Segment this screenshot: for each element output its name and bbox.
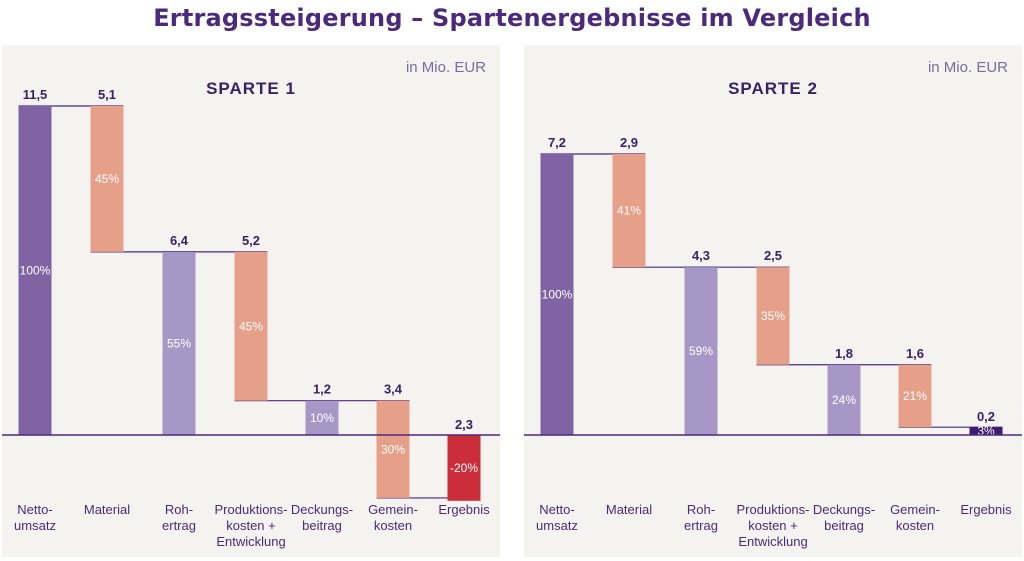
- category-label: Gemein- kosten: [368, 502, 418, 533]
- bar: [305, 400, 339, 435]
- percent-label: 35%: [761, 309, 785, 323]
- value-label: 2,9: [620, 135, 638, 150]
- percent-label: 41%: [617, 204, 641, 218]
- chart-panel-sparte-1: in Mio. EUR SPARTE 1 100% 11,5 45% 5,1 55% 6,…: [2, 45, 500, 557]
- percent-label: 100%: [20, 264, 51, 278]
- percent-label: 55%: [167, 336, 191, 350]
- bar: [684, 267, 718, 435]
- category-label: Ergebnis: [438, 502, 490, 517]
- category-label: Gemein- kosten: [890, 502, 940, 533]
- percent-label: 59%: [689, 344, 713, 358]
- bar: [376, 400, 410, 498]
- percent-label: 21%: [903, 389, 927, 403]
- bar: [162, 251, 196, 435]
- chart-title: SPARTE 2: [728, 79, 818, 98]
- category-label: Ergebnis: [960, 502, 1012, 517]
- category-label: Deckungs- beitrag: [812, 502, 876, 533]
- bar: [898, 364, 932, 428]
- value-label: 1,6: [906, 346, 924, 361]
- percent-label: 24%: [832, 393, 856, 407]
- waterfall-chart: 100% 7,2 41% 2,9 59% 4,3 35% 2,5 24% 1,8 21% 1,6 3%0…: [524, 135, 1022, 438]
- bar: [90, 106, 124, 252]
- category-label: Roh- ertrag: [684, 502, 718, 533]
- value-label: 3,4: [384, 382, 403, 397]
- unit-label: in Mio. EUR: [927, 59, 1008, 76]
- category-label: Produktions- kosten + Entwicklung: [214, 502, 288, 549]
- category-label: Produktions- kosten + Entwicklung: [736, 502, 810, 549]
- bar: [18, 106, 52, 435]
- bar: [540, 154, 574, 435]
- waterfall-chart: 100% 11,5 45% 5,1 55% 6,4 45% 5,2 10% 1,2 30% 3,4 -2…: [2, 87, 500, 501]
- value-label: 6,4: [170, 233, 189, 248]
- percent-label: 3%: [977, 424, 995, 438]
- value-label: 2,3: [455, 417, 473, 432]
- percent-label: 100%: [542, 288, 573, 302]
- value-label: 1,8: [835, 346, 853, 361]
- unit-label: in Mio. EUR: [405, 59, 486, 76]
- category-label: Deckungs- beitrag: [290, 502, 354, 533]
- page-title: Ertragssteigerung – Spartenergebnisse im…: [153, 4, 871, 32]
- percent-label: 45%: [239, 319, 263, 333]
- category-label: Roh- ertrag: [162, 502, 196, 533]
- bar: [969, 427, 1003, 435]
- percent-label: 30%: [381, 442, 405, 456]
- value-label: 11,5: [23, 87, 48, 102]
- value-label: 1,2: [313, 382, 331, 397]
- value-label: 5,1: [98, 87, 116, 102]
- bar: [756, 267, 790, 365]
- bar: [447, 435, 481, 501]
- bar: [612, 154, 646, 268]
- category-label: Material: [605, 502, 653, 517]
- percent-label: 45%: [95, 172, 119, 186]
- chart-title: SPARTE 1: [206, 79, 296, 98]
- value-label: 2,5: [764, 248, 782, 263]
- value-label: 5,2: [242, 233, 260, 248]
- bar: [234, 251, 268, 401]
- value-label: 0,2: [977, 409, 995, 424]
- percent-label: 10%: [310, 411, 334, 425]
- chart-panel-sparte-2: in Mio. EUR SPARTE 2 100% 7,2 41% 2,9 59% 4,3…: [524, 45, 1022, 557]
- percent-label: -20%: [450, 461, 478, 475]
- value-label: 4,3: [692, 248, 710, 263]
- category-label: Netto- umsatz: [536, 502, 578, 533]
- category-label: Netto- umsatz: [14, 502, 56, 533]
- category-label: Material: [83, 502, 131, 517]
- bar: [827, 364, 861, 435]
- value-label: 7,2: [548, 135, 566, 150]
